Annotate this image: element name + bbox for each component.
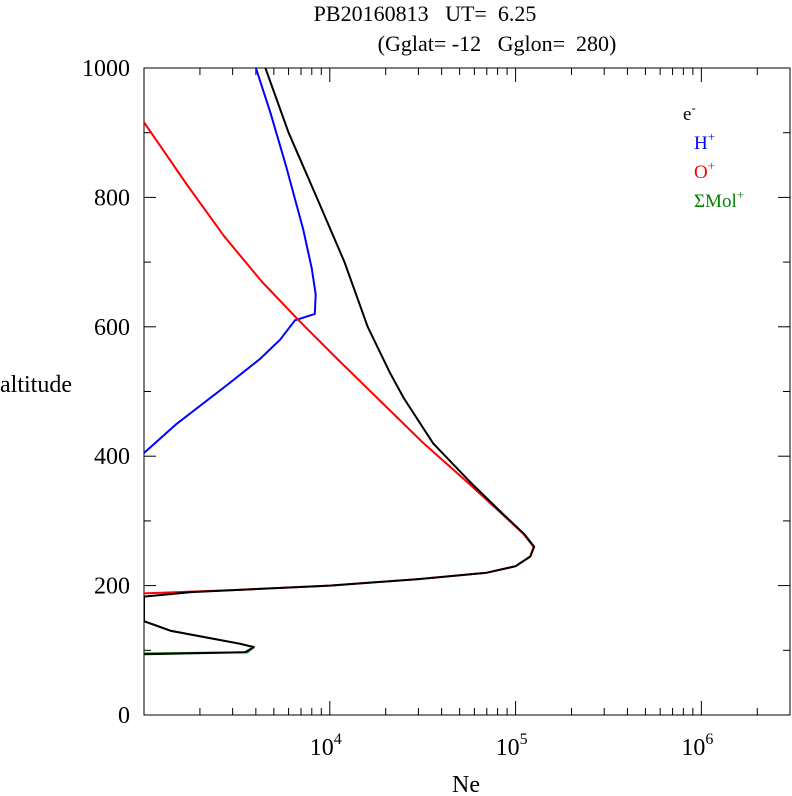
chart-title-line1: PB20160813 UT= 6.25 — [314, 1, 537, 26]
y-tick-label: 800 — [94, 185, 130, 211]
y-axis-ticks: 0 200 400 600 800 1000 — [82, 56, 790, 729]
y-tick-label: 1000 — [82, 56, 130, 82]
legend-entry: e- — [683, 100, 696, 125]
x-tick-label: 105 — [496, 731, 528, 761]
x-tick-label: 106 — [681, 731, 713, 761]
legend-entry: H+ — [694, 129, 715, 154]
y-tick-label: 0 — [118, 703, 130, 729]
chart-title: PB20160813 UT= 6.25 (Gglat= -12 Gglon= 2… — [314, 1, 617, 56]
series-layer — [144, 68, 536, 656]
series-line-o — [144, 121, 535, 595]
chart-title-line2: (Gglat= -12 Gglon= 280) — [378, 31, 617, 56]
x-axis-ticks: 104 105 106 — [199, 68, 758, 761]
x-tick-label: 104 — [310, 731, 342, 761]
y-tick-label: 200 — [94, 574, 130, 600]
y-axis-label: altitude — [0, 372, 72, 398]
y-tick-label: 400 — [94, 444, 130, 470]
series-line-h — [144, 68, 317, 454]
series-line-e — [144, 68, 536, 656]
legend-entry: O+ — [694, 158, 715, 183]
legend-entry: ΣMol+ — [694, 187, 744, 212]
legend: e- H+ O+ ΣMol+ — [683, 100, 744, 212]
y-tick-label: 600 — [94, 315, 130, 341]
x-axis-label: Ne — [452, 772, 480, 796]
